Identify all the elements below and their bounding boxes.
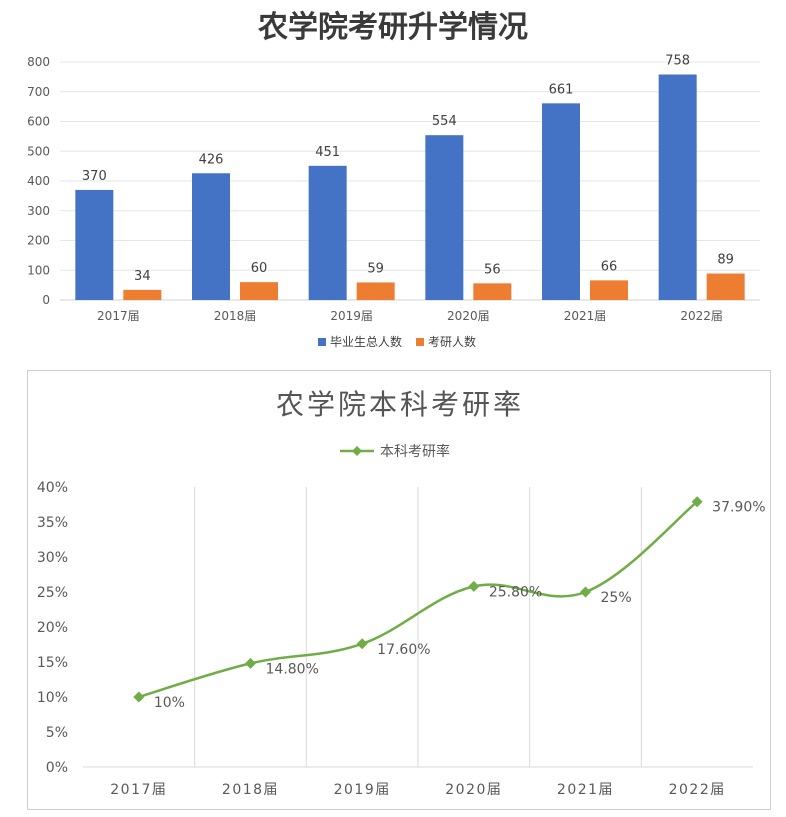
x-tick-label: 2021届 <box>557 782 614 798</box>
y-tick-label: 700 <box>27 85 50 99</box>
data-label: 17.60% <box>377 642 430 658</box>
y-tick-label: 600 <box>27 115 50 129</box>
bar <box>590 280 628 300</box>
x-tick-label: 2020届 <box>447 309 490 323</box>
bar-data-label: 89 <box>717 253 734 268</box>
y-tick-label: 30% <box>37 550 68 566</box>
data-point-marker <box>468 580 480 592</box>
y-tick-label: 800 <box>27 55 50 69</box>
data-label: 37.90% <box>712 500 765 516</box>
y-tick-label: 100 <box>27 263 50 277</box>
bar-data-label: 661 <box>549 82 574 97</box>
bar-data-label: 56 <box>484 262 501 277</box>
legend-swatch <box>318 338 326 346</box>
x-tick-label: 2021届 <box>564 309 607 323</box>
y-tick-label: 15% <box>37 655 68 671</box>
y-tick-label: 25% <box>37 585 68 601</box>
bar-chart: 0 100 200 300 400 500 600 700 800 370 34 2017届 426 60… <box>27 53 760 349</box>
legend-marker <box>352 446 362 456</box>
bar-chart-title: 农学院考研升学情况 <box>258 10 528 45</box>
x-tick-label: 2018届 <box>214 309 257 323</box>
legend-label: 毕业生总人数 <box>330 334 402 349</box>
x-tick-label: 2020届 <box>445 782 502 798</box>
y-tick-label: 20% <box>37 620 68 636</box>
y-tick-label: 0 <box>42 293 50 307</box>
legend-label: 本科考研率 <box>380 443 450 460</box>
y-tick-label: 200 <box>27 234 50 248</box>
bar-data-label: 370 <box>82 169 107 184</box>
legend-label: 考研人数 <box>428 334 476 349</box>
series-line <box>138 500 698 699</box>
x-tick-label: 2019届 <box>334 782 391 798</box>
bar <box>356 282 395 300</box>
y-tick-label: 5% <box>46 725 68 741</box>
bar <box>542 103 580 300</box>
data-label: 25.80% <box>489 584 542 600</box>
bar <box>240 282 278 300</box>
x-tick-label: 2017届 <box>97 309 140 323</box>
bar-data-label: 60 <box>251 261 268 276</box>
line-chart-panel: 农学院本科考研率 0% 5% 10% 15% 20% 25% 30% 35% 40% 10% 14.… <box>27 370 771 810</box>
bar <box>473 283 512 300</box>
data-point-marker <box>245 657 256 669</box>
bar <box>658 74 697 301</box>
bar-data-label: 426 <box>199 152 224 167</box>
y-tick-label: 500 <box>27 144 50 158</box>
line-chart-title: 农学院本科考研率 <box>275 388 524 421</box>
x-tick-label: 2022届 <box>669 782 726 798</box>
data-point-marker <box>580 586 591 598</box>
x-tick-label: 2018届 <box>222 782 279 798</box>
y-tick-label: 400 <box>27 174 50 188</box>
bar <box>192 173 230 300</box>
bar-data-label: 451 <box>315 145 340 160</box>
bar <box>123 289 162 300</box>
data-label: 10% <box>154 695 185 711</box>
bar <box>308 165 347 300</box>
y-tick-label: 300 <box>27 204 50 218</box>
y-tick-label: 35% <box>37 515 68 531</box>
bar <box>75 189 114 300</box>
bar-data-label: 59 <box>367 261 384 276</box>
bar-data-label: 66 <box>601 259 618 274</box>
bar <box>706 273 745 300</box>
y-tick-label: 0% <box>46 760 68 776</box>
x-tick-label: 2017届 <box>110 782 167 798</box>
bar <box>425 135 464 300</box>
data-label: 25% <box>601 590 632 606</box>
x-tick-label: 2022届 <box>680 309 723 323</box>
bar-data-label: 34 <box>134 269 151 284</box>
legend-swatch <box>416 338 424 346</box>
y-tick-label: 10% <box>37 690 68 706</box>
bar-data-label: 758 <box>665 53 690 68</box>
data-point-marker <box>356 638 368 650</box>
bar-data-label: 554 <box>432 114 457 129</box>
data-point-marker <box>691 496 703 508</box>
data-point-marker <box>133 691 145 703</box>
line-chart: 0% 5% 10% 15% 20% 25% 30% 35% 40% 10% 14.80% 17.60%… <box>37 443 766 798</box>
x-tick-label: 2019届 <box>330 309 373 323</box>
y-tick-label: 40% <box>37 480 68 496</box>
data-label: 14.80% <box>266 661 319 677</box>
